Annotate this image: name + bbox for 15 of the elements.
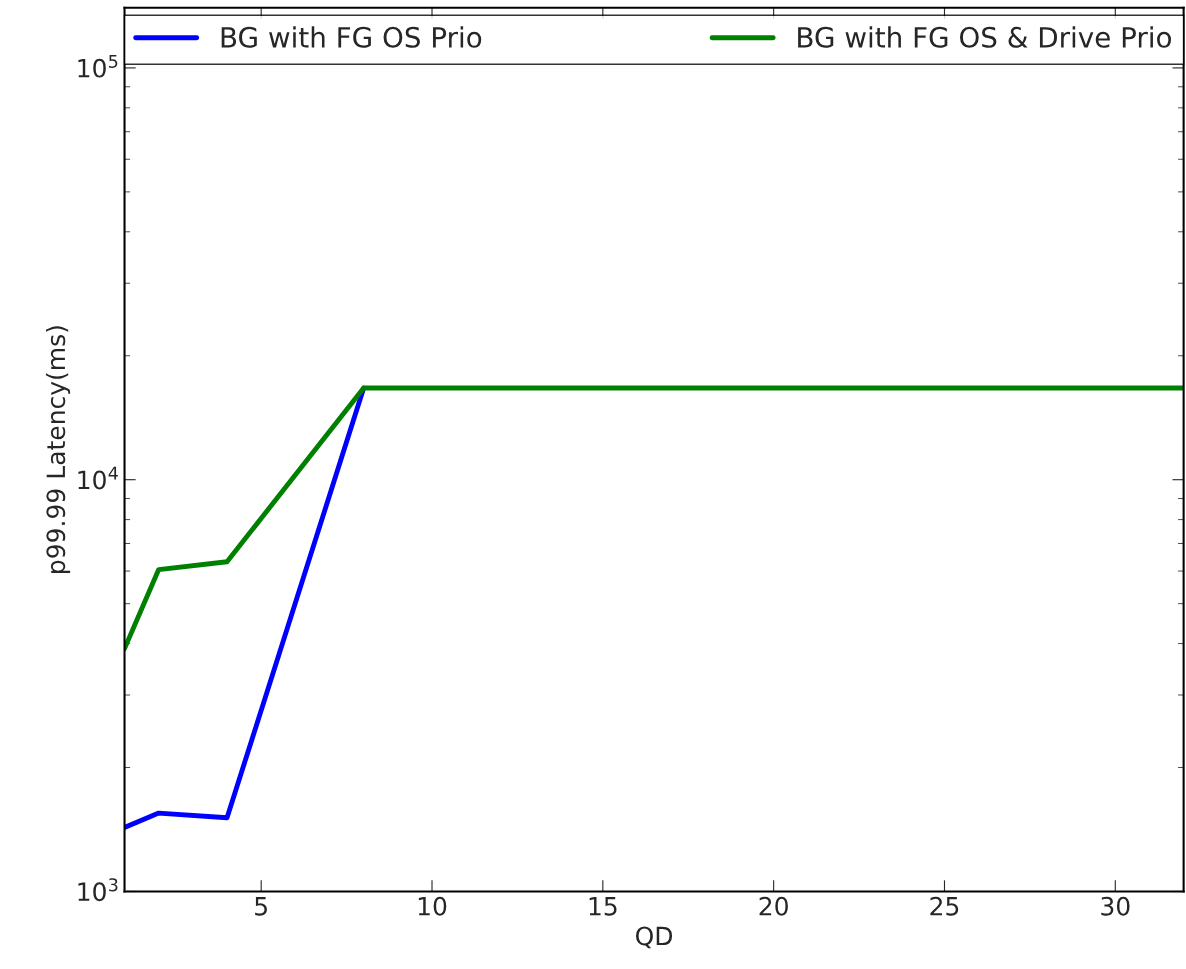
x-tick-label: 25 [930,896,959,916]
x-tick-label: 30 [1101,896,1130,916]
line-series [124,385,367,830]
y-tick-label: 10$^{4}$ [78,466,118,490]
y-axis-title: p99.99 Latency(ms) [45,326,71,573]
x-axis-title: QD [636,926,673,949]
x-tick-label: 20 [759,896,788,916]
x-tick-label: 5 [255,897,267,916]
legend-label: BG with FG OS Prio [221,26,482,48]
legend-label: BG with FG OS & Drive Prio [798,26,1172,48]
y-tick-label: 10$^{5}$ [78,54,118,78]
x-tick-label: 15 [589,897,617,916]
y-tick-label: 10$^{3}$ [78,878,118,902]
line-series [124,385,1184,651]
x-tick-label: 10 [418,896,447,916]
